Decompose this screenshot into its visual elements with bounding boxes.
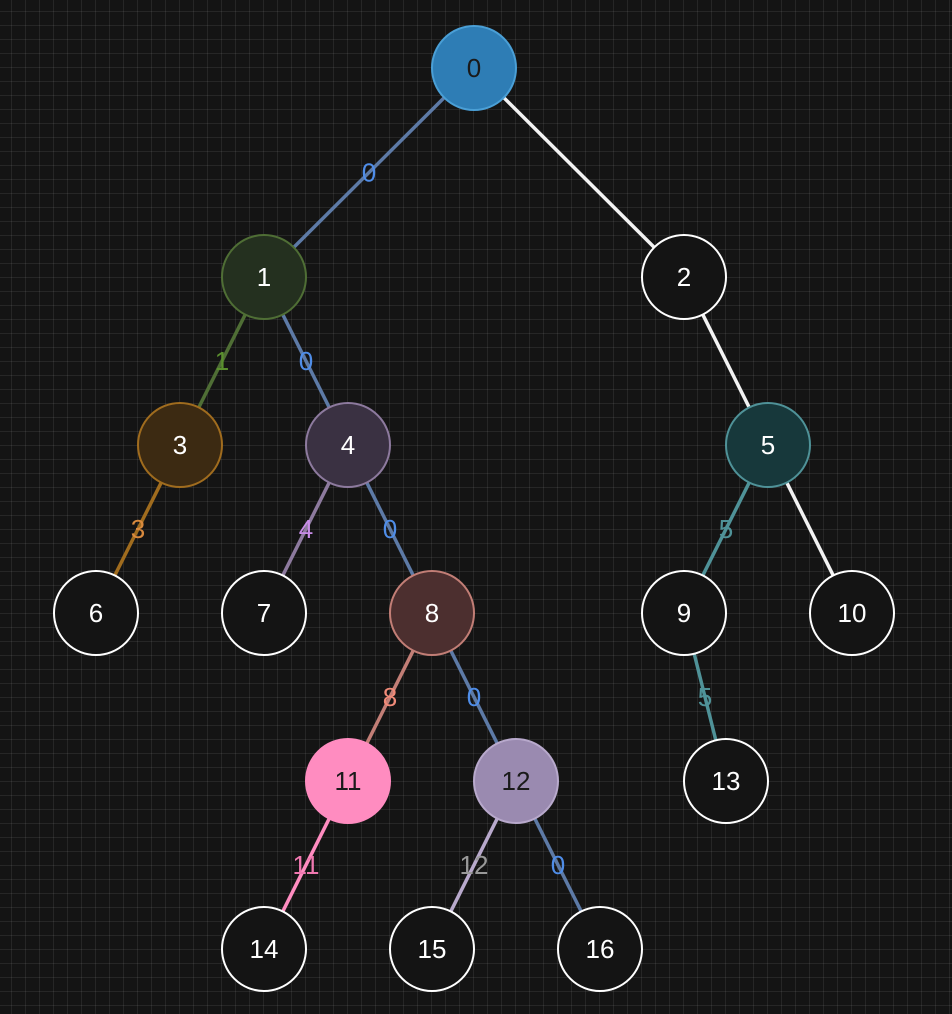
- tree-node-5[interactable]: 5: [725, 402, 811, 488]
- tree-node-11[interactable]: 11: [305, 738, 391, 824]
- node-label-5: 5: [761, 430, 775, 460]
- node-circle-8: [389, 570, 475, 656]
- tree-node-15[interactable]: 15: [389, 906, 475, 992]
- edge-12-15: [449, 816, 499, 914]
- node-label-1: 1: [257, 262, 271, 292]
- node-label-14: 14: [250, 934, 279, 964]
- edge-5-9: [701, 480, 751, 578]
- node-label-9: 9: [677, 598, 691, 628]
- edge-8-11: [365, 648, 415, 746]
- tree-node-1[interactable]: 1: [221, 234, 307, 320]
- edge-0-2: [502, 95, 656, 250]
- node-label-13: 13: [712, 766, 741, 796]
- node-label-2: 2: [677, 262, 691, 292]
- edge-label-12-15: 12: [460, 850, 489, 880]
- edge-1-3: [197, 312, 247, 410]
- node-circle-15: [389, 906, 475, 992]
- edge-label-3-6: 3: [131, 514, 145, 544]
- tree-node-10[interactable]: 10: [809, 570, 895, 656]
- node-circle-10: [809, 570, 895, 656]
- tree-node-14[interactable]: 14: [221, 906, 307, 992]
- tree-node-4[interactable]: 4: [305, 402, 391, 488]
- edge-label-5-9: 5: [719, 514, 733, 544]
- edges-layer: [113, 95, 835, 914]
- edge-4-7: [281, 480, 331, 578]
- tree-node-8[interactable]: 8: [389, 570, 475, 656]
- tree-node-12[interactable]: 12: [473, 738, 559, 824]
- node-circle-14: [221, 906, 307, 992]
- edge-label-1-4: 0: [299, 346, 313, 376]
- edge-label-12-16: 0: [551, 850, 565, 880]
- node-circle-16: [557, 906, 643, 992]
- edge-12-16: [533, 816, 583, 914]
- tree-node-0[interactable]: 0: [431, 25, 517, 111]
- edge-0-1: [292, 95, 446, 250]
- node-circle-12: [473, 738, 559, 824]
- edge-4-8: [365, 480, 415, 578]
- node-circle-13: [683, 738, 769, 824]
- edge-label-8-11: 8: [383, 682, 397, 712]
- node-circle-0: [431, 25, 517, 111]
- node-circle-11: [305, 738, 391, 824]
- edge-1-4: [281, 312, 331, 410]
- edge-label-11-14: 11: [293, 850, 320, 880]
- edge-2-5: [701, 312, 751, 410]
- node-label-4: 4: [341, 430, 355, 460]
- edge-labels-layer: 01 03 4 0 58 0 511 12 0: [131, 158, 733, 881]
- tree-node-6[interactable]: 6: [53, 570, 139, 656]
- node-label-15: 15: [418, 934, 447, 964]
- node-label-6: 6: [89, 598, 103, 628]
- edge-label-9-13: 5: [698, 682, 712, 712]
- node-label-8: 8: [425, 598, 439, 628]
- edge-label-4-7: 4: [299, 514, 313, 544]
- tree-node-16[interactable]: 16: [557, 906, 643, 992]
- edge-label-1-3: 1: [215, 346, 229, 376]
- node-circle-7: [221, 570, 307, 656]
- edge-11-14: [281, 816, 331, 914]
- edge-8-12: [449, 648, 499, 746]
- edge-label-4-8: 0: [383, 514, 397, 544]
- tree-node-3[interactable]: 3: [137, 402, 223, 488]
- node-circle-1: [221, 234, 307, 320]
- tree-node-2[interactable]: 2: [641, 234, 727, 320]
- node-circle-6: [53, 570, 139, 656]
- node-circle-3: [137, 402, 223, 488]
- node-label-12: 12: [502, 766, 531, 796]
- tree-node-13[interactable]: 13: [683, 738, 769, 824]
- node-label-10: 10: [838, 598, 867, 628]
- tree-node-9[interactable]: 9: [641, 570, 727, 656]
- edge-9-13: [692, 651, 718, 743]
- node-label-11: 11: [335, 766, 362, 796]
- node-label-0: 0: [467, 53, 481, 83]
- node-circle-4: [305, 402, 391, 488]
- node-label-3: 3: [173, 430, 187, 460]
- node-circle-5: [725, 402, 811, 488]
- node-circle-2: [641, 234, 727, 320]
- edge-3-6: [113, 480, 163, 578]
- node-label-7: 7: [257, 598, 271, 628]
- edge-label-8-12: 0: [467, 682, 481, 712]
- edge-label-0-1: 0: [362, 158, 376, 188]
- node-circle-9: [641, 570, 727, 656]
- tree-node-7[interactable]: 7: [221, 570, 307, 656]
- edge-5-10: [785, 480, 835, 578]
- node-label-16: 16: [586, 934, 615, 964]
